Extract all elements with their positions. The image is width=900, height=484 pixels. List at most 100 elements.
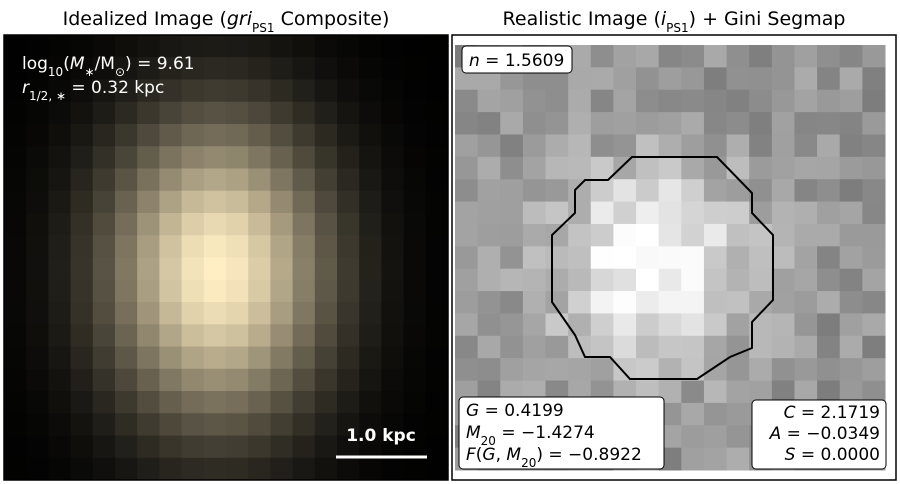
pixel: [203, 146, 227, 169]
pixel: [181, 146, 205, 169]
pixel: [749, 112, 773, 135]
pixel: [403, 235, 427, 258]
pixel: [159, 346, 183, 370]
pixel: [115, 368, 138, 392]
pixel: [681, 134, 705, 158]
pixel: [703, 268, 728, 292]
pixel: [337, 279, 360, 303]
pixel: [203, 57, 227, 80]
pixel: [137, 101, 160, 125]
pixel: [137, 279, 160, 303]
pixel: [181, 457, 205, 481]
pixel: [270, 457, 294, 481]
title-part: Composite): [275, 8, 390, 30]
pixel: [292, 457, 316, 481]
pixel: [545, 313, 569, 337]
pixel: [48, 190, 72, 214]
pixel: [48, 146, 72, 169]
pixel: [425, 457, 449, 481]
pixel: [749, 67, 773, 91]
pixel: [681, 425, 705, 449]
part: = 2.1719: [795, 403, 880, 423]
pixel: [681, 223, 705, 247]
pixel: [839, 358, 863, 382]
pixel: [92, 457, 116, 481]
pixel: [681, 335, 705, 359]
pixel: [92, 391, 116, 414]
pixel: [226, 324, 249, 347]
pixel: [115, 235, 138, 258]
pixel: [681, 380, 705, 404]
pixel: [590, 201, 614, 225]
pixel: [48, 213, 72, 236]
pixel: [381, 457, 405, 481]
pixel: [70, 302, 94, 325]
pixel: [48, 235, 72, 258]
pixel: [203, 302, 227, 325]
pixel: [545, 156, 569, 180]
pixel: [726, 313, 750, 337]
pixel: [92, 213, 116, 236]
pixel: [248, 235, 271, 258]
pixel: [337, 79, 360, 103]
pixel: [70, 279, 94, 303]
pixel: [403, 146, 427, 169]
pixel: [159, 57, 183, 80]
pixel: [839, 223, 863, 247]
pixel: [425, 257, 449, 281]
pixel: [477, 268, 501, 292]
pixel: [726, 268, 750, 292]
pixel: [381, 101, 405, 125]
pixel: [703, 335, 728, 359]
pixel: [403, 368, 427, 392]
pixel: [500, 358, 524, 382]
pixel: [4, 235, 27, 258]
pixel: [425, 302, 449, 325]
pixel: [26, 124, 49, 147]
pixel: [4, 302, 27, 325]
pixel: [292, 413, 316, 436]
pixel: [203, 213, 227, 236]
pixel: [726, 246, 750, 270]
title-part: Realistic Image (: [503, 8, 661, 30]
pixel: [568, 179, 592, 203]
pixel: [359, 35, 382, 58]
pixel: [248, 324, 271, 347]
pixel: [749, 179, 773, 203]
pixel: [613, 156, 637, 180]
pixel: [159, 35, 183, 58]
pixel: [115, 213, 138, 236]
pixel: [817, 313, 841, 337]
pixel: [794, 268, 818, 292]
pixel: [337, 391, 360, 414]
pixel: [314, 35, 338, 58]
pixel: [292, 435, 316, 459]
pixel: [545, 268, 569, 292]
pixel: [26, 35, 49, 58]
pixel: [590, 89, 614, 113]
pixel: [159, 324, 183, 347]
pixel: [159, 213, 183, 236]
pixel: [26, 457, 49, 481]
pixel: [137, 146, 160, 169]
pixel: [226, 413, 249, 436]
pixel: [658, 380, 682, 404]
pixel: [839, 313, 863, 337]
pixel: [4, 101, 27, 125]
pixel: [181, 324, 205, 347]
pixel: [425, 190, 449, 214]
part: S: [785, 445, 796, 465]
pixel: [425, 213, 449, 236]
pixel: [817, 67, 841, 91]
pixel: [477, 134, 501, 158]
pixel: [636, 156, 660, 180]
pixel: [226, 57, 249, 80]
pixel: [26, 79, 49, 103]
pixel: [636, 313, 660, 337]
pixel: [681, 156, 705, 180]
pixel: [203, 79, 227, 103]
part: 10: [48, 65, 63, 79]
pixel: [92, 413, 116, 436]
pixel: [314, 457, 338, 481]
pixel: [337, 302, 360, 325]
